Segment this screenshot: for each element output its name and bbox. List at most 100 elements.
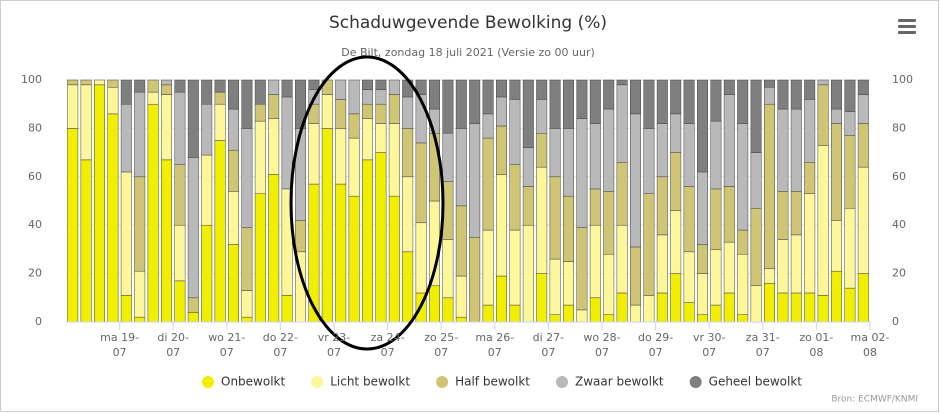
- bar-segment: [589, 79, 601, 124]
- y2-tick-label: 0: [892, 315, 899, 328]
- x-tick-label: ma 26-07: [475, 331, 515, 359]
- bar-segment: [616, 84, 628, 163]
- bar-segment: [308, 79, 320, 90]
- bar-segment: [737, 253, 749, 315]
- bar-segment: [509, 99, 521, 165]
- bar-segment: [161, 84, 172, 95]
- bar-segment: [817, 79, 829, 86]
- bar-segment: [697, 79, 708, 173]
- bar-segment: [723, 79, 735, 95]
- bar-segment: [697, 314, 708, 323]
- menu-icon[interactable]: [898, 19, 916, 34]
- bar-segment: [643, 295, 655, 323]
- bar-segment: [496, 79, 507, 98]
- bar-segment: [710, 304, 722, 323]
- bar-segment: [563, 304, 574, 323]
- bar-segment: [576, 309, 588, 323]
- bar-segment: [482, 229, 494, 306]
- bar-segment: [496, 174, 507, 277]
- y-tick-label: 0: [35, 315, 42, 328]
- bar-segment: [228, 79, 239, 110]
- bar-segment: [187, 312, 199, 323]
- bar-segment: [254, 79, 266, 105]
- bar-segment: [737, 314, 749, 323]
- bar-segment: [455, 275, 467, 318]
- bar-segment: [201, 224, 213, 323]
- bar-segment: [857, 79, 869, 95]
- bar-segment: [134, 176, 146, 272]
- bar-segment: [656, 234, 668, 294]
- bar-segment: [388, 94, 400, 124]
- bar-segment: [281, 96, 293, 190]
- x-tick-label: za 31-07: [745, 331, 780, 359]
- bar-segment: [710, 79, 722, 122]
- bar-segment: [656, 176, 668, 236]
- bar-segment: [804, 79, 816, 100]
- x-tick-label: di 27-07: [532, 331, 565, 359]
- bar-segment: [844, 287, 856, 323]
- legend-item[interactable]: Zwaar bewolkt: [556, 375, 664, 389]
- bar-segment: [415, 79, 427, 95]
- bar-segment: [643, 193, 655, 296]
- bar-segment: [174, 79, 186, 93]
- bar-segment: [804, 99, 816, 163]
- bar-segment: [375, 123, 387, 153]
- bar-segment: [831, 270, 842, 323]
- y-tick-label: 80: [28, 121, 42, 134]
- bar-segment: [764, 283, 775, 323]
- bar-segment: [496, 275, 507, 323]
- bar-segment: [348, 113, 360, 139]
- bar-segment: [268, 94, 280, 119]
- bar-segment: [831, 79, 842, 110]
- bar-segment: [214, 91, 226, 105]
- bar-segment: [80, 79, 92, 86]
- bar-segment: [281, 79, 293, 98]
- bar-segment: [697, 244, 708, 274]
- bar-segment: [764, 79, 775, 88]
- bar-segment: [375, 79, 387, 90]
- bar-segment: [241, 128, 253, 228]
- bar-segment: [643, 128, 655, 194]
- bar-segment: [254, 193, 266, 323]
- legend-item[interactable]: Geheel bewolkt: [689, 375, 803, 389]
- bar-segment: [174, 280, 186, 323]
- x-tick-label: zo 25-07: [424, 331, 459, 359]
- y-tick-label: 20: [28, 267, 42, 280]
- bar-segment: [750, 79, 762, 153]
- bar-segment: [295, 220, 306, 253]
- bar-segment: [161, 79, 172, 86]
- bar-segment: [228, 149, 239, 192]
- bar-segment: [161, 94, 172, 161]
- bar-segment: [670, 152, 682, 211]
- bar-segment: [589, 297, 601, 323]
- bar-segment: [429, 132, 440, 202]
- y2-tick-label: 20: [892, 267, 906, 280]
- bar-segment: [804, 162, 816, 194]
- bar-segment: [241, 316, 253, 323]
- bar-segment: [201, 103, 213, 156]
- bar-segment: [777, 191, 789, 240]
- bar-segment: [254, 103, 266, 122]
- bar-segment: [603, 191, 615, 255]
- bar-segment: [402, 176, 414, 253]
- bar-segment: [790, 108, 802, 192]
- bar-segment: [187, 297, 199, 313]
- bar-segment: [67, 79, 79, 86]
- annotation-ellipse: [289, 55, 445, 351]
- bar-segment: [549, 176, 561, 260]
- bar-segment: [817, 84, 829, 146]
- legend-item[interactable]: Half bewolkt: [436, 375, 530, 389]
- legend-swatch: [436, 376, 449, 388]
- bar-segment: [563, 128, 574, 197]
- bar-segment: [388, 195, 400, 323]
- legend-item[interactable]: Licht bewolkt: [311, 375, 410, 389]
- legend-item[interactable]: Onbewolkt: [202, 375, 285, 389]
- bar-segment: [80, 84, 92, 161]
- bar-segment: [630, 304, 641, 323]
- bar-segment: [630, 113, 641, 248]
- bar-segment: [549, 128, 561, 178]
- bar-segment: [402, 96, 414, 129]
- bar-segment: [429, 285, 440, 323]
- bar-segment: [268, 79, 280, 95]
- bar-segment: [817, 145, 829, 296]
